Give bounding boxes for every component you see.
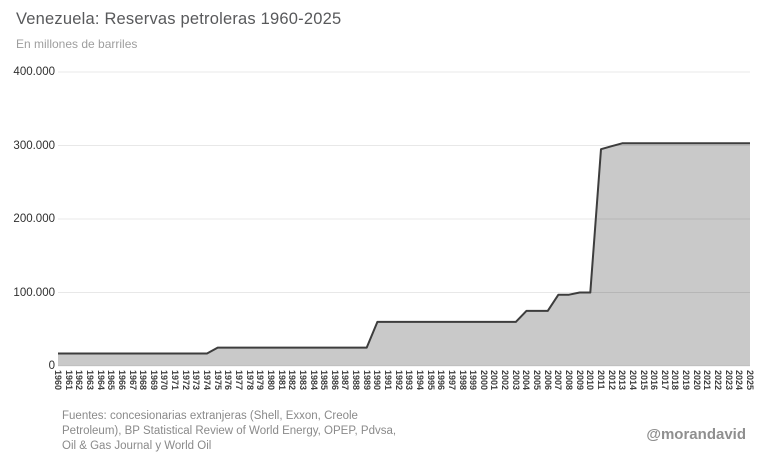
x-tick-label: 2000: [478, 370, 489, 391]
x-tick-label: 1980: [265, 370, 276, 391]
sources-line: Oil & Gas Journal y World Oil: [62, 440, 212, 452]
x-tick-label: 2004: [521, 370, 532, 391]
y-tick-label: 400.000: [13, 66, 55, 78]
x-tick-label: 1965: [106, 370, 117, 391]
x-tick-label: 1984: [308, 370, 319, 391]
sources-line: Fuentes: concesionarias extranjeras (She…: [62, 410, 358, 422]
x-tick-label: 2005: [532, 370, 543, 391]
x-tick-label: 1989: [361, 370, 372, 391]
chart-subtitle: En millones de barriles: [16, 37, 138, 51]
x-tick-label: 2014: [627, 370, 638, 391]
x-tick-label: 1995: [425, 370, 436, 391]
x-tick-label: 2025: [745, 370, 755, 391]
x-tick-label: 2013: [617, 370, 628, 391]
x-tick-label: 2011: [595, 370, 606, 390]
x-tick-label: 2017: [659, 370, 670, 391]
x-tick-label: 1985: [319, 370, 330, 391]
y-tick-label: 100.000: [13, 286, 55, 299]
x-tick-label: 1977: [233, 370, 244, 391]
x-tick-label: 1998: [457, 370, 468, 391]
x-tick-label: 2003: [510, 370, 521, 391]
x-tick-label: 1968: [138, 370, 149, 391]
x-tick-label: 1988: [351, 370, 362, 391]
x-tick-label: 1987: [340, 370, 351, 391]
y-tick-label: 200.000: [13, 213, 55, 225]
x-tick-label: 1972: [180, 370, 191, 391]
x-tick-label: 1970: [159, 370, 170, 391]
x-tick-label: 1966: [116, 370, 127, 391]
x-tick-label: 1992: [393, 370, 404, 391]
x-tick-label: 1986: [329, 370, 340, 391]
credit-handle: @morandavid: [646, 426, 746, 443]
x-tick-label: 1996: [436, 370, 447, 391]
x-tick-label: 2024: [734, 370, 745, 391]
x-tick-label: 2019: [681, 370, 692, 391]
x-tick-label: 1976: [223, 370, 234, 391]
x-tick-label: 1991: [383, 370, 394, 391]
sources-note: Fuentes: concesionarias extranjeras (She…: [62, 409, 396, 454]
x-tick-label: 2001: [489, 370, 500, 391]
x-tick-label: 1975: [212, 370, 223, 391]
x-tick-label: 2007: [553, 370, 564, 391]
x-tick-label: 1974: [202, 370, 213, 391]
x-tick-label: 2021: [702, 370, 713, 391]
y-tick-label: 0: [48, 360, 55, 372]
x-tick-label: 2006: [542, 370, 553, 391]
x-tick-label: 1971: [170, 370, 181, 391]
area-fill: [58, 143, 750, 366]
sources-line: Petroleum), BP Statistical Review of Wor…: [62, 425, 397, 437]
x-tick-label: 2008: [564, 370, 574, 391]
x-tick-label: 1994: [414, 370, 425, 391]
area-outline: [58, 142, 750, 355]
x-tick-label: 1978: [244, 370, 255, 391]
x-tick-label: 1983: [297, 370, 308, 391]
x-tick-label: 1990: [372, 370, 383, 391]
x-tick-label: 1960: [53, 370, 63, 391]
x-tick-label: 2020: [691, 370, 702, 391]
x-tick-label: 2016: [649, 370, 660, 391]
y-tick-label: 300.000: [13, 139, 55, 152]
x-tick-label: 2010: [585, 370, 596, 391]
x-tick-label: 2012: [606, 370, 617, 391]
x-tick-label: 2023: [723, 370, 734, 391]
chart-title: Venezuela: Reservas petroleras 1960-2025: [16, 10, 342, 28]
x-tick-label: 2002: [500, 370, 511, 391]
x-tick-label: 1973: [191, 370, 202, 391]
x-tick-label: 1981: [276, 370, 287, 391]
x-tick-label: 1964: [95, 370, 106, 391]
x-tick-label: 2015: [638, 370, 649, 391]
x-tick-label: 2009: [574, 370, 585, 391]
x-tick-label: 1967: [127, 370, 138, 391]
x-tick-label: 1962: [74, 370, 85, 391]
x-tick-label: 2022: [713, 370, 724, 391]
x-tick-label: 1969: [148, 370, 159, 391]
x-tick-label: 1963: [84, 370, 95, 391]
x-tick-label: 2018: [670, 370, 681, 391]
x-tick-label: 1997: [446, 370, 457, 391]
x-tick-label: 1961: [63, 370, 74, 391]
x-tick-label: 1979: [255, 370, 266, 391]
x-tick-label: 1999: [468, 370, 479, 391]
x-tick-label: 1982: [287, 370, 298, 391]
x-tick-label: 1993: [404, 370, 415, 391]
